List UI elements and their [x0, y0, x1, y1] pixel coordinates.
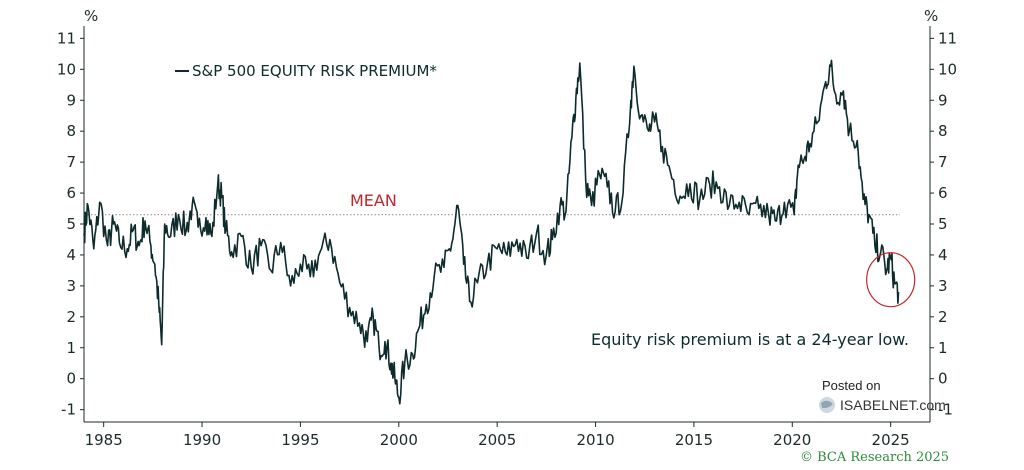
y-ticks-left: -1 0 1 2 3 4 5 6 7 8 9 10 11: [57, 29, 84, 419]
y-axis-unit-right: %: [924, 7, 938, 25]
x-tick-label: 1990: [183, 431, 221, 449]
x-tick-label: 2015: [675, 431, 713, 449]
y-tick-label-right: 1: [938, 339, 948, 357]
y-tick-label-right: 2: [938, 308, 948, 326]
series-line-equity-risk-premium: [83, 59, 900, 405]
y-tick-label-right: 6: [938, 184, 948, 202]
annotation-text: Equity risk premium is at a 24-year low.: [591, 330, 909, 349]
y-tick-label-left: 4: [66, 246, 76, 264]
y-tick-label-left: 1: [66, 339, 76, 357]
y-tick-label-right: 11: [938, 29, 957, 47]
credit-text: © BCA Research 2025: [800, 450, 949, 465]
x-tick-label: 2000: [380, 431, 418, 449]
y-tick-label-right: -1: [938, 401, 953, 419]
y-tick-label-left: 10: [57, 60, 76, 78]
y-ticks-right: -1 0 1 2 3 4 5 6 7 8 9 10 11: [930, 29, 957, 419]
legend-label: S&P 500 EQUITY RISK PREMIUM*: [192, 62, 437, 80]
highlight-circle: [866, 252, 916, 308]
globe-icon-land: [821, 400, 833, 409]
watermark: Posted on ISABELNET.com: [819, 378, 946, 413]
y-tick-label-right: 8: [938, 122, 948, 140]
watermark-site: ISABELNET.com: [840, 397, 946, 413]
y-tick-label-right: 3: [938, 277, 948, 295]
y-tick-label-right: 5: [938, 215, 948, 233]
x-tick-label: 2020: [773, 431, 811, 449]
x-tick-label: 2025: [872, 431, 910, 449]
y-tick-label-right: 9: [938, 91, 948, 109]
y-tick-label-left: 6: [66, 184, 76, 202]
y-tick-label-left: 9: [66, 91, 76, 109]
y-tick-label-right: 4: [938, 246, 948, 264]
y-tick-label-right: 10: [938, 60, 957, 78]
watermark-posted-on: Posted on: [822, 378, 881, 393]
x-tick-label: 1995: [281, 431, 319, 449]
y-tick-label-right: 7: [938, 153, 948, 171]
y-tick-label-left: 7: [66, 153, 76, 171]
mean-label: MEAN: [350, 191, 397, 210]
y-tick-label-left: -1: [61, 401, 76, 419]
y-axis-unit-left: %: [84, 7, 98, 25]
y-tick-label-left: 11: [57, 29, 76, 47]
x-ticks: 1985 1990 1995 2000 2005 2010 2015 2020 2025: [85, 422, 910, 449]
y-tick-label-left: 0: [66, 370, 76, 388]
x-tick-label: 1985: [85, 431, 123, 449]
x-tick-label: 2010: [576, 431, 614, 449]
y-tick-label-left: 3: [66, 277, 76, 295]
y-tick-label-left: 5: [66, 215, 76, 233]
y-tick-label-left: 2: [66, 308, 76, 326]
x-tick-label: 2005: [478, 431, 516, 449]
y-tick-label-right: 0: [938, 370, 948, 388]
y-tick-label-left: 8: [66, 122, 76, 140]
